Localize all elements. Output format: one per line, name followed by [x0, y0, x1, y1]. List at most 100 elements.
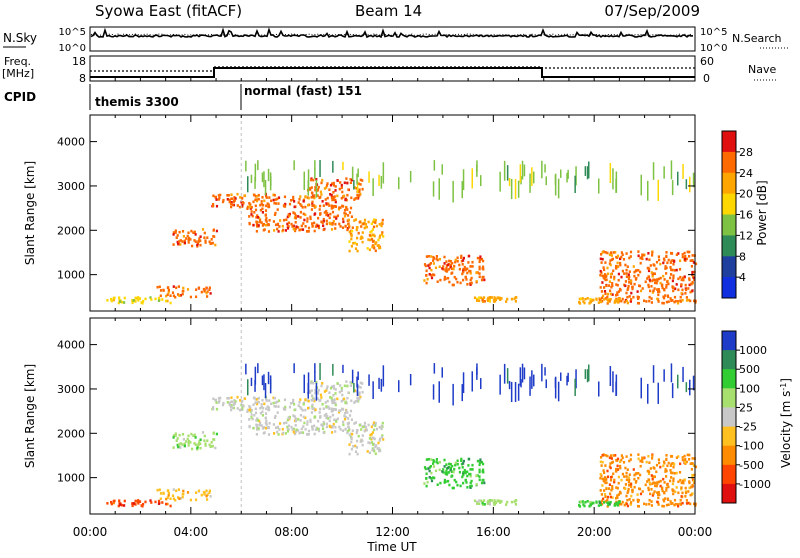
data-cell [658, 258, 661, 262]
data-cell [651, 254, 654, 257]
data-cell [634, 269, 637, 273]
data-cell [302, 212, 305, 216]
data-cell [230, 193, 233, 196]
data-cell [450, 272, 453, 275]
data-cell [359, 395, 362, 399]
data-cell [677, 491, 680, 495]
ytick-label: 3000 [57, 180, 85, 193]
data-cell [545, 176, 547, 186]
data-cell [370, 433, 373, 436]
data-cell [334, 205, 337, 208]
sky-tick-top: 10^5 [59, 27, 86, 38]
data-cell [476, 474, 479, 477]
data-cell [634, 472, 637, 476]
data-cell [469, 265, 472, 268]
data-cell [356, 236, 359, 240]
data-cell [629, 483, 633, 486]
data-cell [684, 255, 687, 258]
data-cell [373, 449, 376, 453]
data-cell [325, 184, 329, 187]
data-cell [332, 394, 335, 397]
data-cell [374, 218, 377, 222]
data-cell [191, 447, 194, 451]
data-cell [521, 160, 524, 180]
data-cell [508, 381, 511, 390]
data-cell [331, 401, 334, 405]
data-cell [330, 204, 333, 208]
data-cell [310, 208, 313, 211]
data-cell [679, 462, 682, 466]
data-cell [232, 406, 235, 410]
data-cell [631, 488, 634, 492]
data-cell [458, 470, 461, 474]
data-cell [616, 459, 619, 462]
data-cell [294, 216, 297, 220]
data-cell [633, 485, 636, 489]
data-cell [209, 242, 212, 245]
data-cell [334, 189, 337, 192]
data-cell [242, 201, 245, 205]
data-cell [659, 479, 662, 483]
data-cell [254, 407, 257, 411]
data-cell [331, 221, 334, 225]
ytick-label: 2000 [57, 224, 85, 237]
data-cell [664, 265, 667, 268]
data-cell [361, 240, 364, 244]
data-cell [282, 407, 285, 410]
data-cell [273, 229, 276, 232]
data-cell [614, 454, 617, 457]
data-cell [166, 293, 169, 296]
colorbar-segment [722, 151, 736, 174]
data-cell [313, 221, 316, 225]
data-cell [378, 223, 381, 226]
data-cell [262, 406, 265, 410]
data-cell [252, 403, 255, 407]
data-cell [625, 455, 628, 458]
data-cell [249, 203, 252, 206]
data-cell [614, 299, 617, 302]
data-cell [642, 254, 645, 257]
data-cell [380, 435, 384, 439]
colorbar-segment [722, 331, 736, 351]
data-cell [341, 393, 344, 397]
data-cell [346, 227, 349, 230]
data-cell [603, 298, 606, 301]
data-cell [260, 221, 263, 224]
data-cell [609, 466, 612, 470]
data-cell [201, 228, 205, 231]
station-title: Syowa East (fitACF) [95, 2, 243, 20]
data-cell [375, 241, 378, 244]
data-cell [638, 487, 641, 490]
data-cell [478, 296, 481, 299]
data-cell [319, 363, 321, 381]
data-cell [649, 467, 652, 470]
data-cell [445, 463, 448, 466]
data-cell [529, 173, 531, 193]
data-cell [436, 280, 439, 283]
data-cell [347, 214, 350, 217]
data-cell [681, 255, 684, 259]
data-cell [120, 503, 123, 507]
data-cell [214, 195, 217, 199]
data-cell [132, 299, 135, 302]
data-cell [661, 301, 664, 305]
data-cell [455, 480, 458, 484]
data-cell [641, 253, 644, 257]
data-cell [674, 502, 677, 506]
data-cell [616, 256, 619, 259]
data-cell [179, 294, 182, 297]
data-cell [354, 247, 358, 250]
data-cell [667, 485, 670, 489]
data-cell [445, 266, 448, 270]
data-cell [667, 503, 670, 506]
data-cell [265, 194, 268, 198]
data-cell [350, 418, 353, 421]
data-cell [639, 261, 642, 265]
data-cell [343, 384, 346, 388]
data-cell [557, 178, 560, 199]
data-cell [334, 388, 337, 391]
data-cell [684, 287, 687, 290]
data-cell [182, 489, 185, 493]
data-cell [333, 195, 336, 198]
data-cell [264, 421, 267, 425]
